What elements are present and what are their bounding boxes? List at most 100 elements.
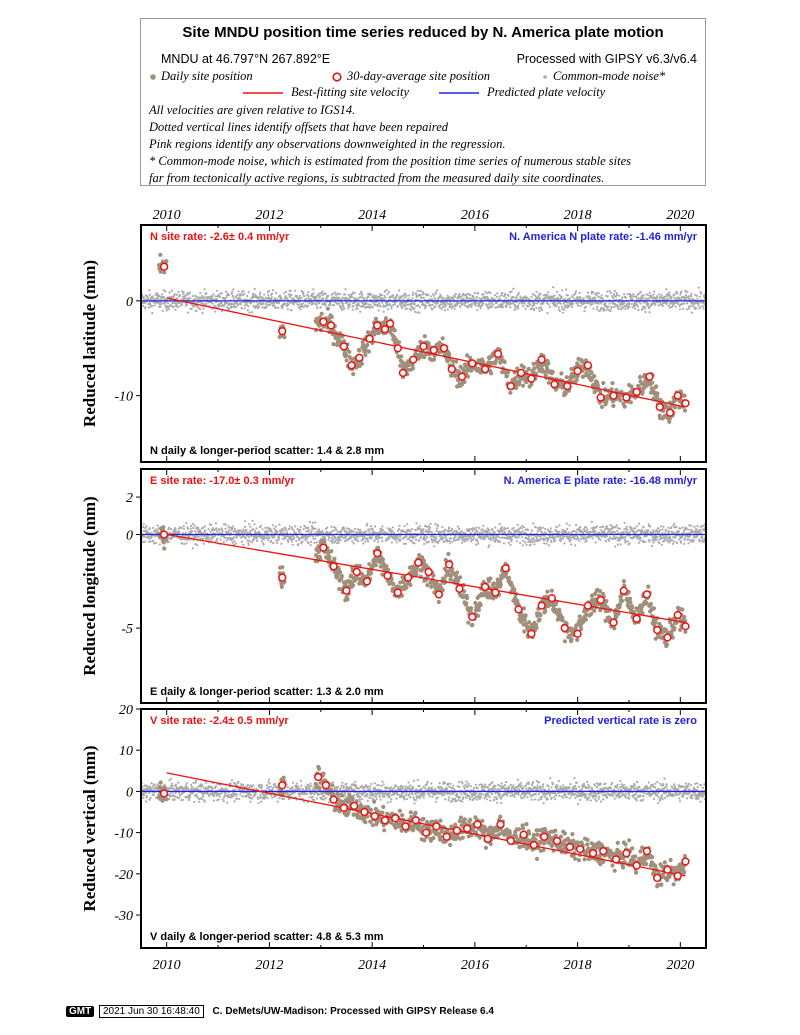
x-tick-label: 2014 bbox=[358, 208, 386, 223]
noise-point bbox=[178, 294, 182, 297]
noise-point bbox=[268, 536, 271, 540]
noise-point bbox=[499, 298, 502, 301]
noise-point bbox=[180, 298, 183, 301]
noise-point bbox=[233, 527, 236, 530]
noise-point bbox=[202, 526, 205, 529]
noise-point bbox=[633, 304, 636, 308]
noise-point bbox=[568, 531, 571, 534]
noise-point bbox=[215, 301, 218, 304]
noise-point bbox=[533, 302, 536, 305]
noise-point bbox=[566, 527, 569, 531]
noise-point bbox=[253, 523, 256, 526]
noise-point bbox=[559, 302, 562, 305]
daily-point bbox=[574, 377, 579, 382]
noise-point bbox=[191, 547, 195, 550]
noise-point bbox=[597, 292, 601, 295]
noise-point bbox=[579, 296, 582, 299]
avg-point bbox=[516, 368, 526, 378]
best-fit-legend-label: Best-fitting site velocity bbox=[291, 85, 410, 99]
noise-point bbox=[418, 311, 421, 314]
noise-point bbox=[158, 543, 161, 546]
noise-point bbox=[287, 303, 290, 306]
noise-point bbox=[639, 537, 642, 540]
noise-point bbox=[489, 292, 492, 295]
noise-point bbox=[369, 525, 373, 528]
noise-point bbox=[695, 294, 698, 297]
noise-point bbox=[474, 543, 478, 546]
noise-point bbox=[310, 298, 313, 301]
noise-point bbox=[570, 543, 573, 546]
noise-point bbox=[214, 522, 217, 525]
noise-point bbox=[628, 301, 631, 305]
noise-point bbox=[196, 544, 199, 547]
noise-point bbox=[434, 297, 437, 300]
noise-point bbox=[692, 539, 695, 542]
noise-point bbox=[228, 307, 231, 310]
noise-point bbox=[635, 301, 638, 304]
noise-point bbox=[650, 544, 654, 548]
avg-point bbox=[380, 325, 390, 334]
avg-point bbox=[393, 344, 402, 353]
noise-point bbox=[362, 542, 365, 545]
noise-point bbox=[579, 304, 582, 307]
noise-point bbox=[631, 306, 634, 309]
noise-point bbox=[313, 537, 317, 540]
noise-point bbox=[558, 309, 562, 312]
noise-point bbox=[255, 305, 258, 308]
noise-point bbox=[387, 308, 390, 311]
noise-point bbox=[397, 528, 400, 531]
noise-point bbox=[528, 535, 531, 538]
noise-point bbox=[565, 522, 568, 525]
noise-point bbox=[398, 289, 401, 292]
noise-point bbox=[609, 524, 612, 527]
noise-point bbox=[502, 542, 506, 545]
noise-point bbox=[501, 303, 504, 306]
noise-point bbox=[347, 305, 350, 308]
noise-point bbox=[309, 543, 312, 547]
avg-point bbox=[527, 374, 536, 383]
noise-point bbox=[599, 526, 602, 529]
noise-point bbox=[429, 530, 432, 534]
noise-point bbox=[210, 523, 213, 527]
noise-point bbox=[404, 542, 408, 545]
daily-point bbox=[672, 398, 677, 403]
noise-point bbox=[447, 295, 450, 299]
noise-point bbox=[261, 297, 265, 300]
noise-point bbox=[597, 535, 600, 539]
noise-point bbox=[166, 298, 169, 301]
noise-point bbox=[606, 290, 609, 293]
noise-point bbox=[270, 539, 273, 542]
noise-point bbox=[623, 521, 626, 525]
noise-point bbox=[306, 304, 310, 307]
daily-point bbox=[282, 335, 287, 340]
noise-point bbox=[685, 527, 688, 530]
noise-point bbox=[231, 290, 234, 293]
noise-point bbox=[280, 297, 283, 300]
noise-point bbox=[603, 529, 606, 533]
site-rate-label: N site rate: -2.6± 0.4 mm/yr bbox=[150, 231, 290, 243]
noise-point bbox=[172, 532, 175, 535]
avg-point bbox=[278, 327, 287, 336]
noise-point bbox=[384, 296, 387, 299]
noise-point bbox=[510, 290, 513, 293]
noise-point bbox=[334, 536, 337, 539]
noise-point bbox=[521, 530, 524, 533]
noise-point bbox=[699, 540, 702, 543]
noise-point bbox=[701, 305, 704, 308]
noise-point bbox=[395, 541, 398, 544]
noise-point bbox=[591, 302, 594, 305]
noise-point bbox=[266, 531, 269, 534]
noise-point bbox=[476, 540, 479, 543]
noise-point bbox=[431, 303, 434, 307]
noise-point bbox=[571, 305, 574, 308]
noise-point bbox=[381, 525, 384, 528]
avg-point bbox=[468, 359, 477, 368]
daily-point bbox=[454, 359, 459, 364]
avg-point bbox=[563, 382, 572, 391]
noise-point bbox=[538, 535, 542, 538]
noise-point bbox=[233, 540, 236, 543]
noise-point bbox=[219, 296, 222, 299]
noise-point bbox=[172, 305, 175, 308]
plate-legend-label: Predicted plate velocity bbox=[487, 85, 606, 99]
noise-legend-label: Common-mode noise* bbox=[553, 69, 666, 83]
